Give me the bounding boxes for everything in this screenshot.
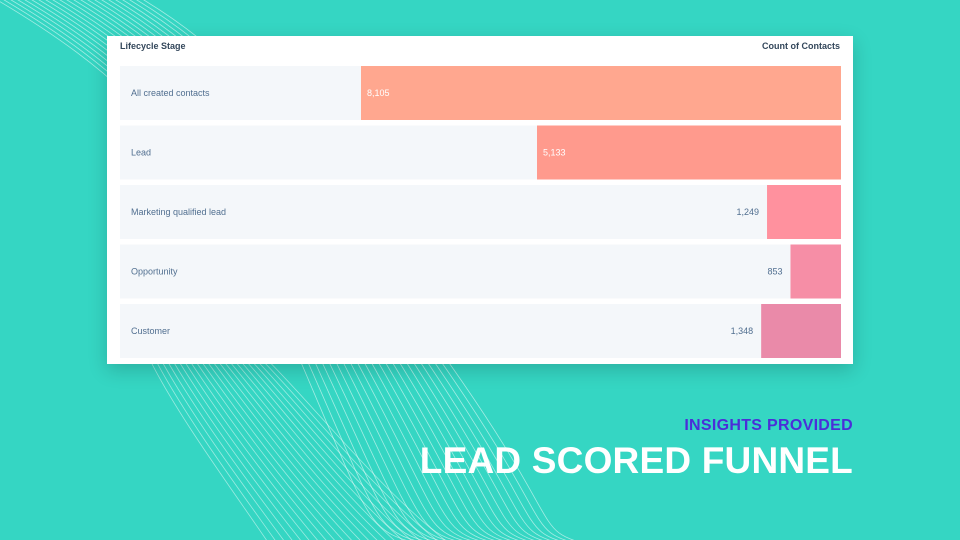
value-label: 1,249 [736, 207, 759, 217]
wave-line [216, 359, 369, 540]
wave-line [200, 359, 344, 540]
wave-line [166, 359, 293, 540]
category-label: Lead [131, 148, 151, 158]
wave-line [244, 359, 412, 540]
value-label: 853 [767, 267, 782, 277]
wave-line [267, 359, 446, 540]
funnel-row-bg [120, 244, 841, 299]
category-label: Marketing qualified lead [131, 207, 226, 217]
wave-line [228, 359, 386, 540]
wave-line [233, 359, 395, 540]
wave-line [194, 359, 335, 540]
funnel-row-bg [120, 185, 841, 239]
wave-line [155, 359, 276, 540]
funnel-bar [361, 66, 841, 120]
category-label: Opportunity [131, 267, 178, 277]
wave-line [205, 359, 352, 540]
insights-subtitle: INSIGHTS PROVIDED [684, 417, 853, 434]
funnel-row-bg [120, 304, 841, 358]
wave-line [172, 359, 301, 540]
funnel-bar [537, 125, 841, 180]
wave-line [160, 359, 284, 540]
wave-line [222, 359, 378, 540]
value-label: 5,133 [543, 148, 566, 158]
lifecycle-stage-header: Lifecycle Stage [120, 41, 186, 51]
value-label: 8,105 [367, 88, 390, 98]
wave-line [177, 359, 310, 540]
wave-line [211, 359, 361, 540]
wave-line [250, 359, 420, 540]
funnel-chart: All created contacts 8,105 Lead 5,133 Market… [120, 66, 841, 358]
count-of-contacts-header: Count of Contacts [762, 41, 840, 51]
wave-line [149, 359, 267, 540]
wave-line [188, 359, 327, 540]
funnel-bar [767, 185, 841, 239]
funnel-bar [790, 244, 841, 299]
value-label: 1,348 [731, 326, 754, 336]
wave-line [183, 359, 318, 540]
wave-line [239, 359, 403, 540]
wave-line [261, 359, 437, 540]
wave-line [256, 359, 429, 540]
funnel-chart-card: All created contacts 8,105 Lead 5,133 Market… [107, 36, 853, 364]
funnel-title: LEAD SCORED FUNNEL [419, 440, 853, 481]
category-label: Customer [131, 326, 170, 336]
category-label: All created contacts [131, 88, 210, 98]
funnel-bar [761, 304, 841, 358]
